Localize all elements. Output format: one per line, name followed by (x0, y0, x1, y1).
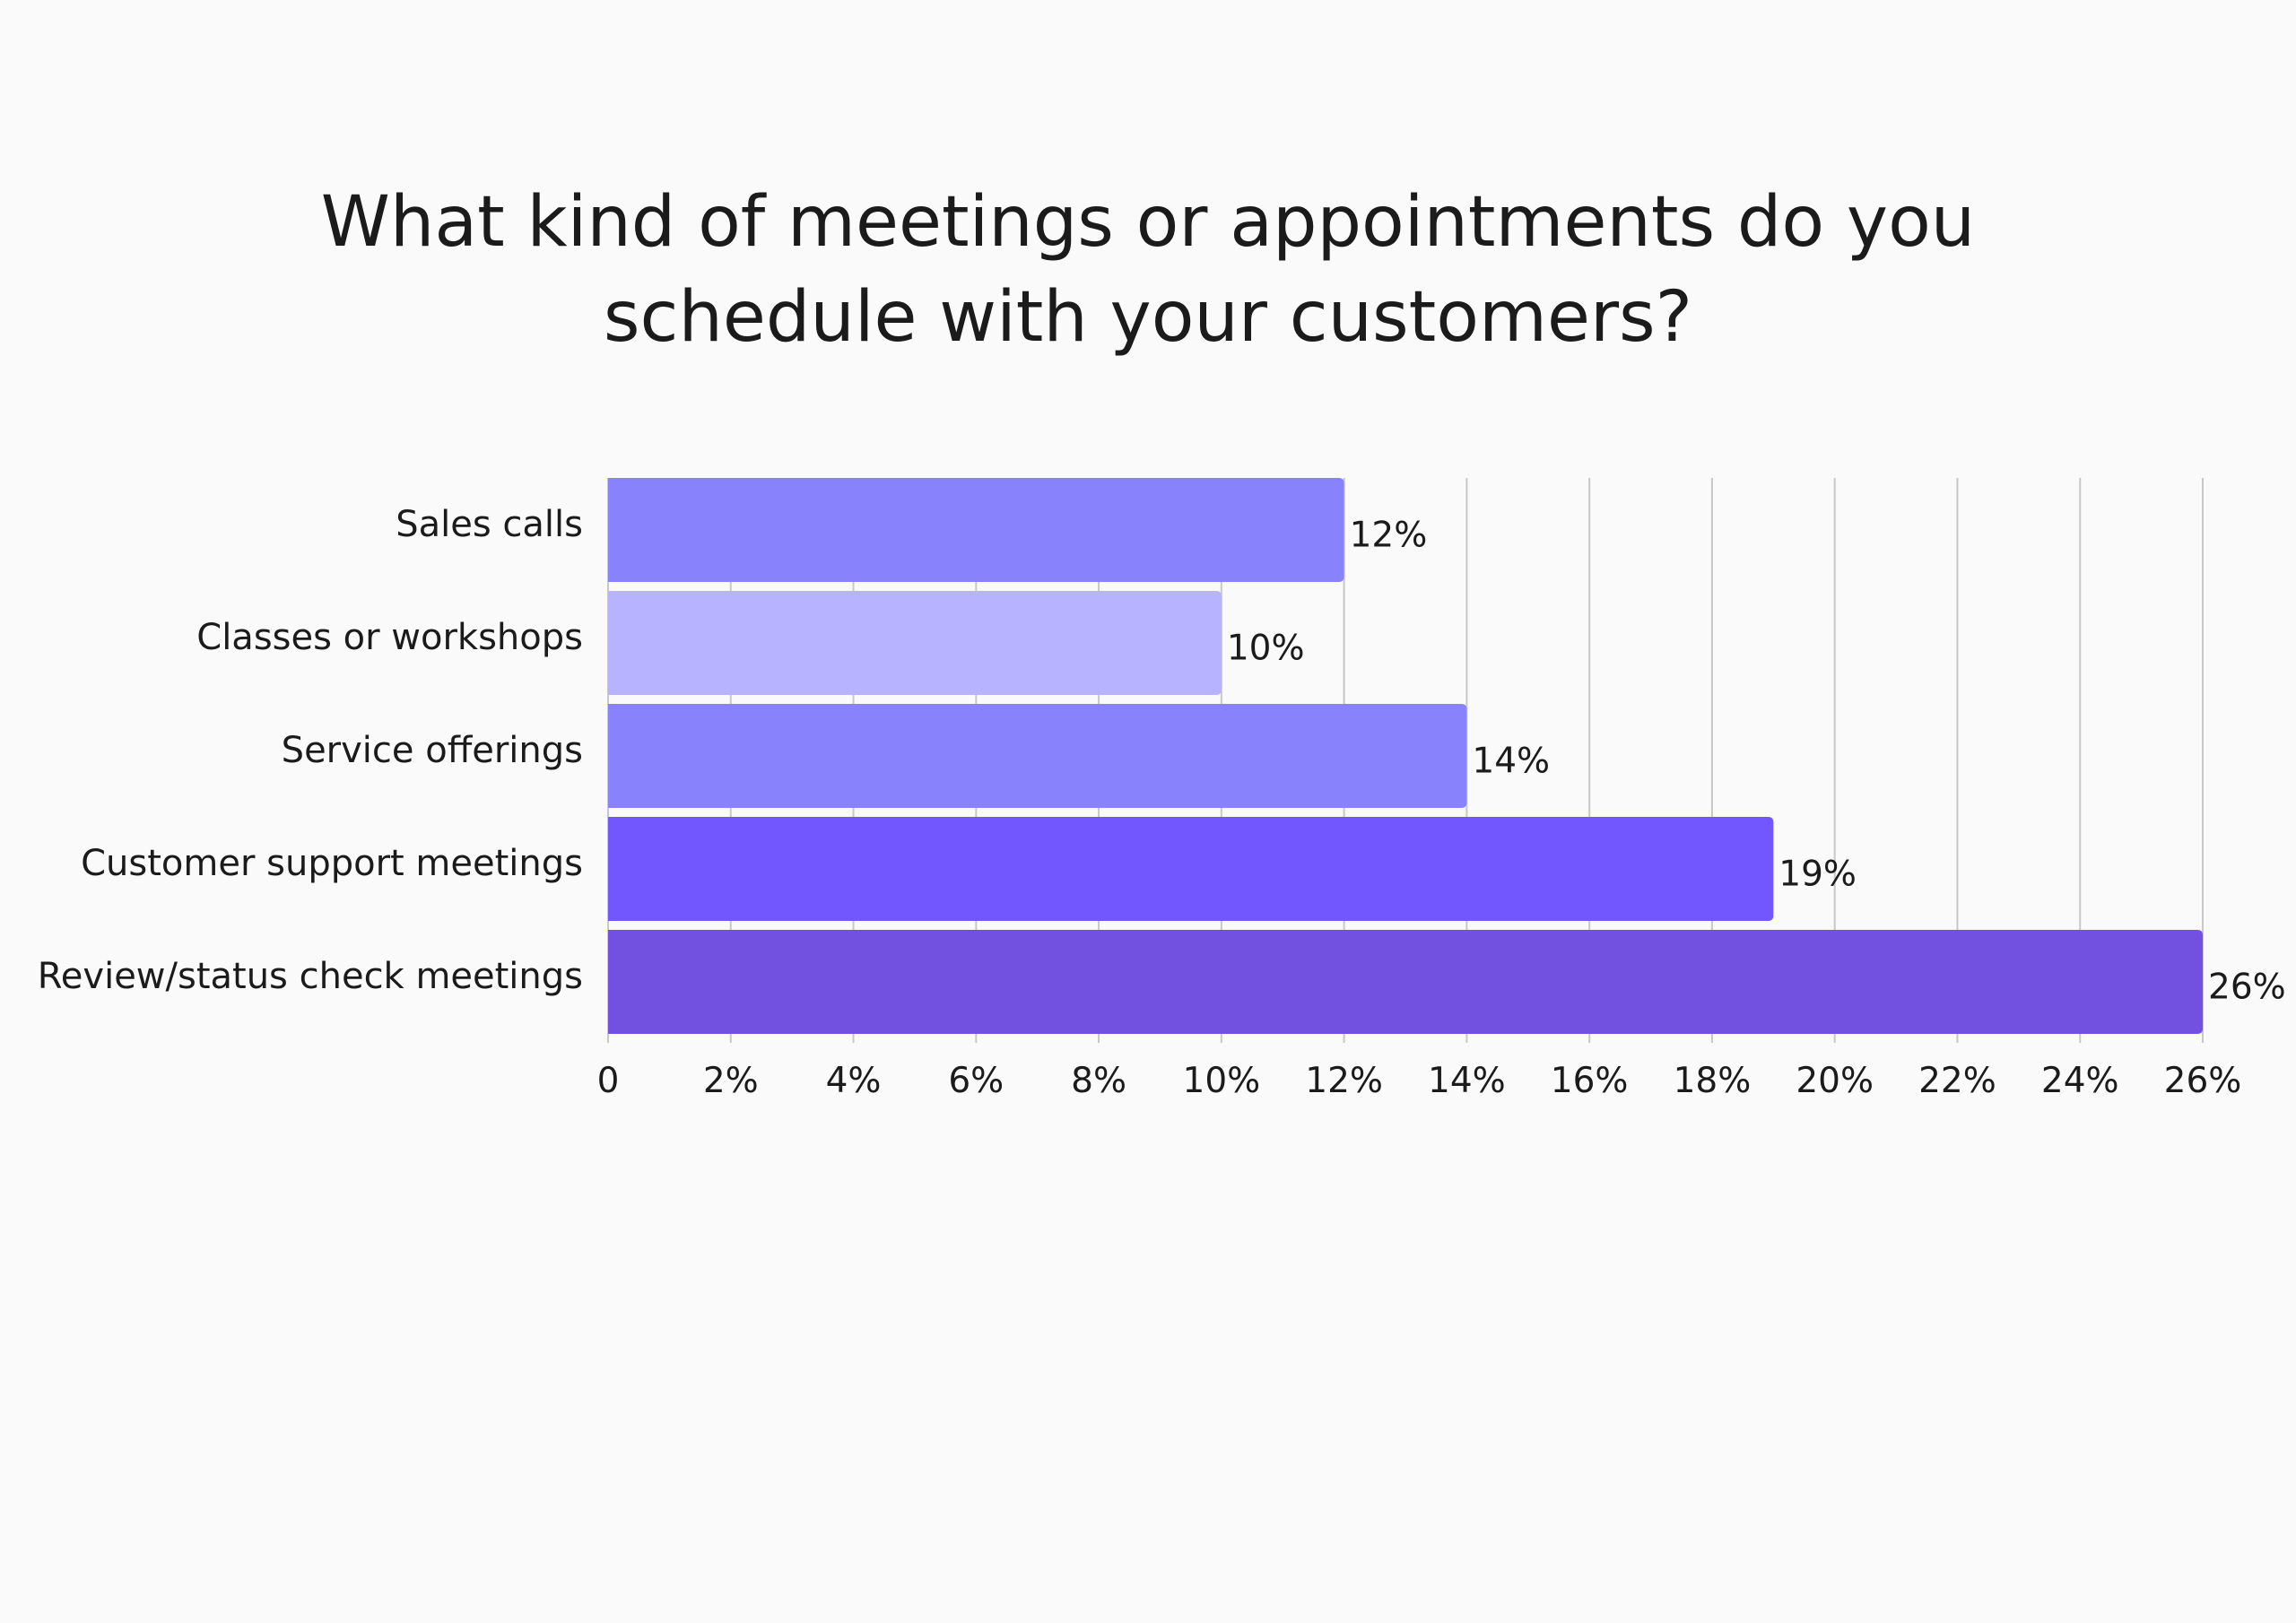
category-label: Customer support meetings (81, 843, 583, 884)
category-label: Classes or workshops (196, 617, 583, 658)
data-label: 10% (1227, 629, 1305, 669)
category-label: Service offerings (282, 730, 583, 771)
chart-title-line-1: What kind of meetings or appointments do… (320, 182, 1976, 263)
x-tick-label: 6% (948, 1061, 1004, 1101)
bars (608, 478, 2203, 1034)
x-tick-label: 10% (1183, 1061, 1261, 1101)
bar (608, 591, 1222, 695)
bar (608, 817, 1774, 921)
x-tick-label: 16% (1551, 1061, 1629, 1101)
category-label: Sales calls (396, 504, 583, 545)
data-label: 19% (1779, 855, 1857, 895)
x-tick-label: 18% (1674, 1061, 1752, 1101)
data-label: 12% (1350, 516, 1428, 556)
chart-title: What kind of meetings or appointments do… (251, 175, 2045, 365)
bar (608, 930, 2203, 1034)
data-label: 26% (2208, 968, 2286, 1008)
x-tick-label: 8% (1071, 1061, 1126, 1101)
x-tick-label: 20% (1796, 1061, 1874, 1101)
x-tick-label: 14% (1428, 1061, 1506, 1101)
bar (608, 478, 1344, 582)
bar (608, 704, 1467, 808)
category-labels: Sales calls Classes or workshops Service o… (38, 504, 583, 997)
data-label: 14% (1472, 742, 1550, 782)
x-axis-tick-labels: 0 2% 4% 6% 8% 10% 12% 14% 16% 18% 20% 22% 24% 26% (597, 1061, 2242, 1101)
x-tick-label: 26% (2164, 1061, 2242, 1101)
category-label: Review/status check meetings (38, 956, 583, 997)
x-tick-label: 12% (1305, 1061, 1383, 1101)
x-tick-label: 2% (703, 1061, 759, 1101)
chart-title-line-2: schedule with your customers? (603, 277, 1693, 358)
x-tick-label: 4% (826, 1061, 882, 1101)
x-tick-label: 22% (1918, 1061, 1996, 1101)
x-tick-label: 24% (2041, 1061, 2119, 1101)
data-labels: 12% 10% 14% 19% 26% (1227, 516, 2286, 1008)
x-tick-label: 0 (597, 1061, 620, 1101)
